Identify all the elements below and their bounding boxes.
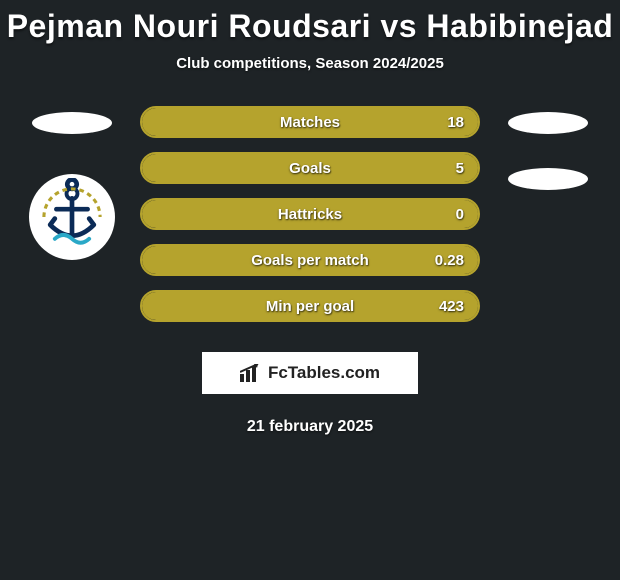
player-chip <box>32 112 112 134</box>
stat-label: Hattricks <box>278 206 342 223</box>
right-player-column <box>498 106 598 190</box>
stat-value: 0.28 <box>435 252 464 269</box>
stat-row: Goals 5 <box>140 152 480 184</box>
stat-label: Matches <box>280 114 340 131</box>
brand-badge: FcTables.com <box>202 352 418 394</box>
player-chip <box>508 168 588 190</box>
stat-row: Hattricks 0 <box>140 198 480 230</box>
stat-label: Goals <box>289 160 331 177</box>
stat-value: 0 <box>456 206 464 223</box>
page-title: Pejman Nouri Roudsari vs Habibinejad <box>7 8 614 45</box>
subtitle: Club competitions, Season 2024/2025 <box>176 55 444 72</box>
stat-label: Min per goal <box>266 298 354 315</box>
player-chip <box>508 112 588 134</box>
stat-row: Min per goal 423 <box>140 290 480 322</box>
stat-value: 18 <box>447 114 464 131</box>
stat-label: Goals per match <box>251 252 369 269</box>
stat-value: 423 <box>439 298 464 315</box>
stat-value: 5 <box>456 160 464 177</box>
brand-text: FcTables.com <box>268 363 380 383</box>
stat-row: Goals per match 0.28 <box>140 244 480 276</box>
bar-chart-icon <box>240 364 262 382</box>
footer-date: 21 february 2025 <box>247 418 373 436</box>
comparison-row: Matches 18 Goals 5 Hattricks 0 Goals per match… <box>0 106 620 322</box>
stat-row: Matches 18 <box>140 106 480 138</box>
stats-list: Matches 18 Goals 5 Hattricks 0 Goals per match… <box>140 106 480 322</box>
left-player-column <box>22 106 122 260</box>
club-logo-left <box>29 174 115 260</box>
anchor-icon <box>33 178 111 256</box>
